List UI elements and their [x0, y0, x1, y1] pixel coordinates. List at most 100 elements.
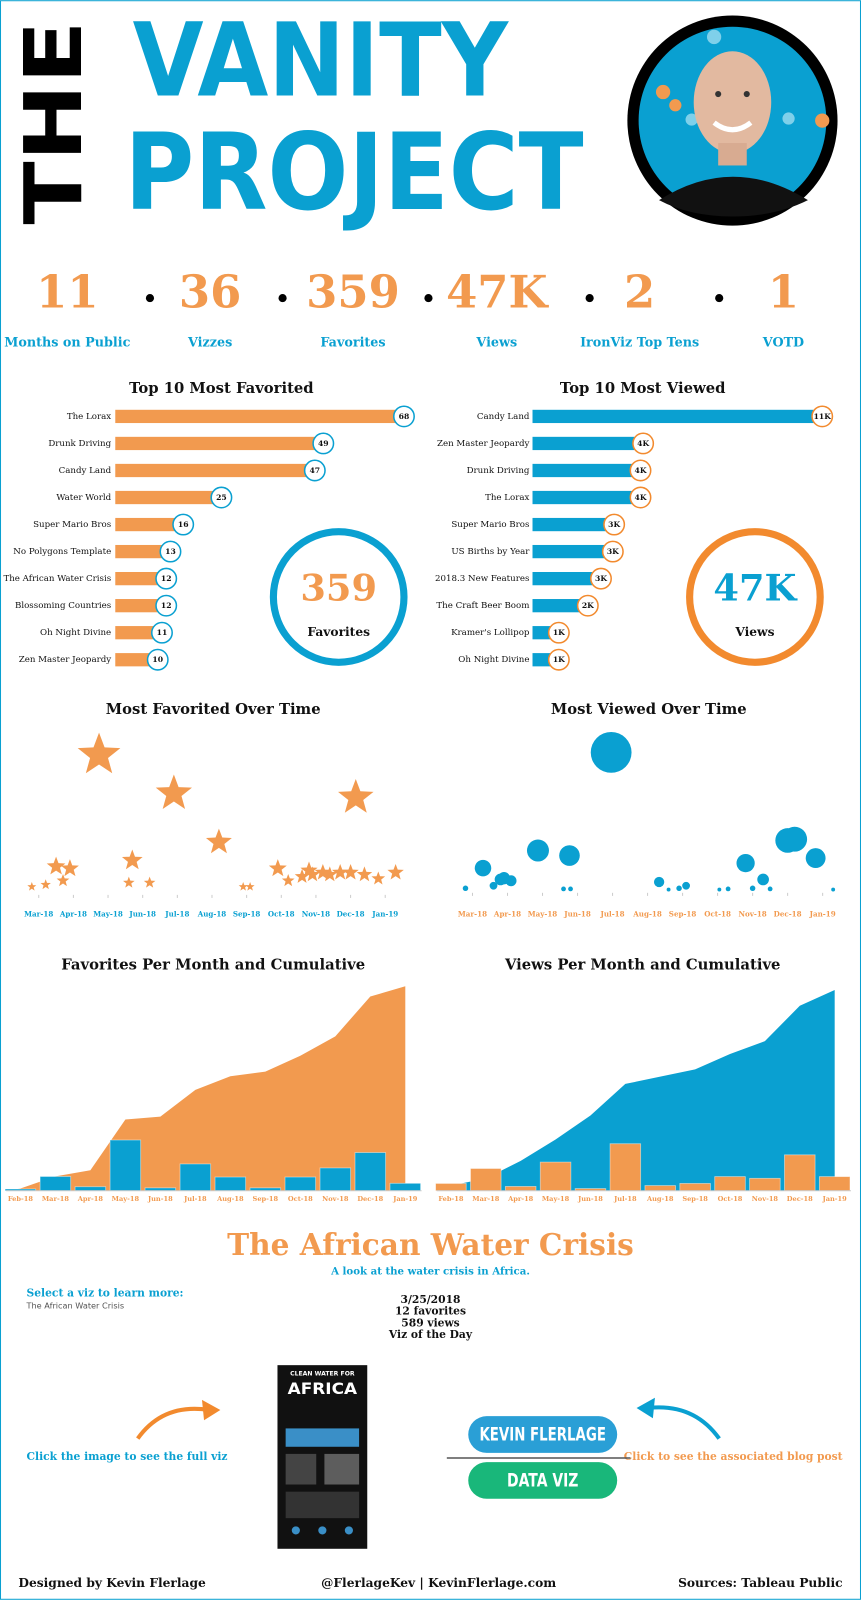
- x-tick-label: Nov-18: [322, 1195, 349, 1203]
- value-label: 10: [152, 655, 163, 664]
- bubble-point: [757, 873, 769, 886]
- total-label: Favorites: [307, 625, 370, 639]
- kpi-value: 11: [36, 266, 98, 319]
- bubble-point: [767, 886, 773, 892]
- value-badge: [172, 513, 195, 536]
- kpi-value: 1: [768, 266, 799, 319]
- x-tick-label: May-18: [542, 1195, 570, 1203]
- category-label: Drunk Driving: [467, 466, 530, 476]
- right-caption: Click to see the associated blog post: [624, 1450, 843, 1463]
- total-ring: [686, 528, 824, 666]
- x-tick-label: Jul-18: [599, 909, 624, 918]
- monthly-bar: [354, 1152, 387, 1192]
- x-tick-label: Jun-18: [563, 909, 591, 918]
- x-tick-label: Jul-18: [613, 1195, 637, 1203]
- star-point: [155, 774, 192, 809]
- value-label: 68: [399, 412, 410, 421]
- kpi-value: 2: [624, 266, 655, 319]
- x-tick-label: Aug-18: [646, 1195, 674, 1203]
- kpi-label: Vizzes: [187, 335, 232, 350]
- chart-title: Most Viewed Over Time: [551, 701, 747, 718]
- monthly-bar: [644, 1185, 676, 1192]
- monthly-bar: [214, 1176, 247, 1192]
- category-label: Blossoming Countries: [15, 601, 111, 611]
- monthly-bar: [714, 1176, 746, 1192]
- star-point: [268, 859, 287, 877]
- x-tick-label: Sep-18: [669, 909, 697, 918]
- x-tick-label: Mar-18: [24, 909, 53, 918]
- category-label: Oh Night Divine: [40, 628, 111, 638]
- star-point: [46, 856, 66, 875]
- x-tick-label: May-18: [93, 909, 123, 918]
- chart-title: Views Per Month and Cumulative: [504, 956, 780, 973]
- monthly-bar: [504, 1186, 537, 1192]
- bar: [115, 490, 222, 505]
- stat-line: 12 favorites: [395, 1305, 466, 1318]
- blog-logo[interactable]: KEVIN FLERLAGE DATA VIZ: [446, 1416, 631, 1499]
- left-caption: Click the image to see the full viz: [27, 1450, 228, 1463]
- monthly-bar: [179, 1163, 212, 1192]
- title-line1: VANITY: [133, 1, 509, 120]
- star-point: [77, 732, 121, 774]
- x-tick-label: Dec-18: [774, 909, 802, 918]
- star-point: [356, 866, 373, 882]
- value-label: 25: [216, 493, 227, 502]
- viz-thumbnail[interactable]: CLEAN WATER FOR AFRICA: [277, 1365, 368, 1549]
- star-point: [205, 828, 232, 854]
- monthly-bar: [679, 1183, 711, 1192]
- x-tick-label: Jul-18: [183, 1195, 207, 1203]
- x-tick-label: Mar-18: [458, 909, 487, 918]
- x-tick-label: Mar-18: [42, 1195, 69, 1203]
- monthly-bar: [749, 1177, 781, 1192]
- x-tick-label: Jul-18: [164, 909, 189, 918]
- footer-center[interactable]: @FlerlageKev | KevinFlerlage.com: [321, 1576, 556, 1590]
- viz-selector[interactable]: The African Water Crisis: [26, 1300, 125, 1310]
- x-tick-label: Sep-18: [233, 909, 261, 918]
- category-label: Oh Night Divine: [458, 655, 529, 665]
- monthly-bar: [539, 1161, 572, 1192]
- value-badge: [629, 486, 652, 509]
- kpi-value: 359: [306, 266, 400, 319]
- category-label: Zen Master Jeopardy: [437, 439, 530, 449]
- value-badge: [393, 405, 415, 428]
- x-tick-label: Aug-18: [216, 1195, 244, 1203]
- bubble-point: [568, 886, 573, 892]
- value-badge: [547, 648, 570, 671]
- category-label: Kramer's Lollipop: [451, 628, 530, 638]
- value-badge: [590, 567, 612, 590]
- x-tick-label: Nov-18: [302, 909, 330, 918]
- cumulative-area: [438, 989, 835, 1191]
- chart-title: Favorites Per Month and Cumulative: [61, 956, 365, 973]
- kpi-label: Views: [475, 335, 517, 350]
- total-value: 47K: [713, 566, 798, 609]
- value-label: 47: [309, 466, 320, 475]
- value-label: 11: [157, 628, 168, 637]
- monthly-bar: [109, 1139, 142, 1192]
- chart-title: Top 10 Most Favorited: [129, 380, 314, 397]
- bubble-point: [474, 859, 492, 877]
- star-point: [342, 863, 359, 880]
- star-point: [121, 849, 143, 870]
- chart-title: Top 10 Most Viewed: [560, 380, 726, 397]
- category-label: The Lorax: [67, 412, 111, 422]
- arrow-right-head: [636, 1397, 655, 1419]
- x-tick-label: Jun-18: [147, 1195, 173, 1203]
- x-tick-label: Jun-18: [577, 1195, 603, 1203]
- bar: [115, 599, 167, 613]
- value-badge: [210, 486, 233, 509]
- value-badge: [603, 513, 626, 536]
- value-label: 4K: [635, 493, 647, 502]
- stat-line: Viz of the Day: [388, 1328, 473, 1341]
- bubble-point: [590, 731, 632, 773]
- x-tick-label: Jan-19: [822, 1195, 848, 1203]
- avatar: [627, 15, 838, 226]
- x-tick-label: Feb-18: [438, 1195, 464, 1203]
- x-tick-label: Oct-18: [288, 1195, 313, 1203]
- value-badge: [576, 594, 599, 617]
- total-value: 359: [300, 566, 377, 609]
- x-tick-label: Oct-18: [704, 909, 731, 918]
- stat-line: 589 views: [401, 1316, 459, 1329]
- value-label: 4K: [637, 439, 649, 448]
- bar: [115, 436, 324, 451]
